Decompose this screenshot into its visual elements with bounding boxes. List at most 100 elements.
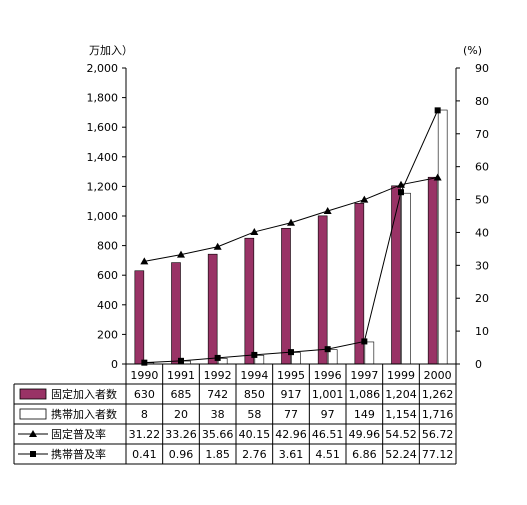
x-tick-label: 1995 xyxy=(277,369,305,382)
y-left-tick-label: 1,600 xyxy=(87,121,119,134)
table-cell-value: 1,716 xyxy=(422,408,454,421)
x-tick-label: 1997 xyxy=(350,369,378,382)
table-cell-value: 54.52 xyxy=(385,428,417,441)
mobile-rate-point xyxy=(324,346,331,353)
mobile-rate-point xyxy=(434,107,441,114)
table-cell-value: 56.72 xyxy=(422,428,454,441)
bar-mobile-subscribers xyxy=(437,109,448,365)
table-cell-value: 77 xyxy=(284,408,298,421)
legend-key-marker xyxy=(30,451,36,457)
table-cell-value: 6.86 xyxy=(352,448,377,461)
fixed-rate-point xyxy=(177,250,185,258)
bar-fixed-subscribers xyxy=(317,215,328,365)
y-left-unit-label: 万加入） xyxy=(89,44,133,57)
fixed-rate-point xyxy=(397,180,405,188)
table-cell-value: 4.51 xyxy=(315,448,340,461)
table-cell-value: 8 xyxy=(141,408,148,421)
table-cell-value: 58 xyxy=(247,408,261,421)
y-left-tick-label: 600 xyxy=(97,269,118,282)
y-right-unit-label: (%) xyxy=(463,44,482,57)
bar-mobile-subscribers xyxy=(401,192,411,365)
bar-fixed-subscribers xyxy=(207,253,218,365)
y-right-tick-label: 40 xyxy=(475,226,489,239)
mobile-rate-point xyxy=(288,349,294,356)
mobile-rate-point xyxy=(141,359,148,366)
y-right-tick-label: 90 xyxy=(475,62,489,75)
legend-label: 固定普及率 xyxy=(51,427,106,441)
bar-fixed-subscribers xyxy=(281,227,291,365)
table-cell-value: 77.12 xyxy=(422,448,454,461)
y-left-tick-label: 200 xyxy=(97,328,118,341)
table-cell-value: 1.85 xyxy=(205,448,230,461)
fixed-rate-point xyxy=(287,218,295,226)
table-cell-value: 0.96 xyxy=(169,448,194,461)
table-cell-value: 3.61 xyxy=(279,448,304,461)
fixed-rate-point xyxy=(360,195,369,203)
table-cell-value: 149 xyxy=(354,408,375,421)
legend-key-fixed-subscribers xyxy=(19,388,47,400)
y-left-tick-label: 1,800 xyxy=(87,92,119,105)
y-right-tick-label: 80 xyxy=(475,95,489,108)
y-right-tick-label: 20 xyxy=(475,292,489,305)
table-cell-value: 2.76 xyxy=(242,448,267,461)
y-right-tick-label: 0 xyxy=(475,358,482,371)
bar-fixed-subscribers xyxy=(427,176,438,365)
y-right-tick-label: 10 xyxy=(475,325,489,338)
table-cell-value: 33.26 xyxy=(165,428,197,441)
mobile-rate-point xyxy=(398,189,404,196)
x-tick-label: 1992 xyxy=(204,369,232,382)
mobile-rate-point xyxy=(178,357,184,364)
fixed-rate-point xyxy=(433,173,442,181)
bar-fixed-subscribers xyxy=(134,270,145,365)
table-cell-value: 46.51 xyxy=(312,428,344,441)
bar-mobile-subscribers xyxy=(364,341,375,365)
x-tick-label: 1996 xyxy=(314,369,342,382)
legend-key-marker xyxy=(29,430,37,437)
table-cell-value: 31.22 xyxy=(129,428,161,441)
table-cell-value: 1,086 xyxy=(349,388,381,401)
table-cell-value: 630 xyxy=(134,388,155,401)
x-tick-label: 1994 xyxy=(240,369,268,382)
legend-label: 携帯普及率 xyxy=(51,447,106,461)
legend-label: 携帯加入者数 xyxy=(51,407,117,421)
table-cell-value: 42.96 xyxy=(275,428,307,441)
bar-fixed-subscribers xyxy=(171,262,181,365)
table-cell-value: 850 xyxy=(244,388,265,401)
table-cell-value: 1,204 xyxy=(385,388,417,401)
fixed-rate-point xyxy=(250,227,259,235)
y-left-tick-label: 1,400 xyxy=(87,151,119,164)
y-right-tick-label: 30 xyxy=(475,259,489,272)
legend-key-mobile-subscribers xyxy=(19,408,47,420)
mobile-rate-point xyxy=(361,338,368,345)
table-cell-value: 685 xyxy=(171,388,192,401)
y-left-tick-label: 1,200 xyxy=(87,180,119,193)
table-cell-value: 1,001 xyxy=(312,388,344,401)
y-left-tick-label: 800 xyxy=(97,240,118,253)
table-cell-value: 97 xyxy=(321,408,335,421)
x-tick-label: 2000 xyxy=(424,369,452,382)
table-cell-value: 20 xyxy=(174,408,188,421)
fixed-rate-point xyxy=(140,257,149,265)
mobile-rate-point xyxy=(214,354,221,361)
y-left-tick-label: 0 xyxy=(111,358,118,371)
y-left-tick-label: 2,000 xyxy=(87,62,119,75)
table-cell-value: 40.15 xyxy=(239,428,271,441)
fixed-rate-point xyxy=(323,207,332,215)
y-right-tick-label: 60 xyxy=(475,161,489,174)
table-cell-value: 1,154 xyxy=(385,408,417,421)
table-cell-value: 35.66 xyxy=(202,428,234,441)
x-tick-label: 1990 xyxy=(130,369,158,382)
table-cell-value: 0.41 xyxy=(132,448,157,461)
y-right-tick-label: 50 xyxy=(475,194,489,207)
mobile-rate-point xyxy=(251,351,258,358)
fixed-rate-point xyxy=(213,242,222,250)
bar-fixed-subscribers xyxy=(244,237,255,365)
table-cell-value: 1,262 xyxy=(422,388,454,401)
x-tick-label: 1999 xyxy=(387,369,415,382)
table-cell-value: 917 xyxy=(281,388,302,401)
table-cell-value: 742 xyxy=(207,388,228,401)
x-tick-label: 1991 xyxy=(167,369,195,382)
y-right-tick-label: 70 xyxy=(475,128,489,141)
